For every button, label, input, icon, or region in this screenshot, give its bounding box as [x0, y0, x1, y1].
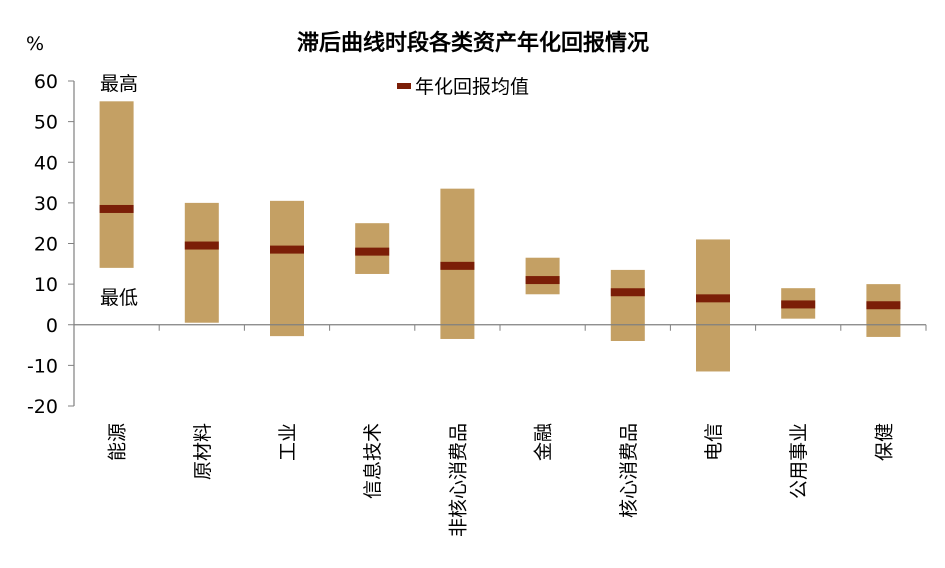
y-tick-label: 60 — [34, 71, 58, 93]
x-axis-category-labels: 能源 原材料 工业 信息技术 非核心消费品 金融 核心消费品 电信 公用事业 保健 — [107, 423, 896, 537]
range-bar-1 — [184, 202, 219, 323]
y-axis-unit-label: % — [26, 33, 44, 55]
mean-marker-0 — [99, 204, 134, 213]
chart-title: 滞后曲线时段各类资产年化回报情况 — [297, 30, 649, 56]
range-bar-7 — [696, 239, 730, 372]
range-bar-0 — [99, 101, 134, 268]
mean-markers — [99, 204, 901, 310]
y-tick-label: 20 — [34, 234, 58, 256]
x-category-label-6: 核心消费品 — [618, 423, 640, 518]
y-tick-label: -20 — [27, 396, 58, 418]
range-bars — [99, 101, 901, 372]
range-bar-9 — [866, 284, 901, 337]
y-axis-ticks: 60 50 40 30 20 10 0 -10 -20 — [27, 71, 74, 418]
y-tick-label: -10 — [27, 355, 58, 377]
x-category-label-9: 保健 — [873, 423, 895, 461]
y-tick-label: 30 — [34, 193, 58, 215]
x-category-label-5: 金融 — [533, 423, 555, 461]
mean-marker-3 — [355, 247, 390, 256]
y-tick-label: 0 — [46, 315, 58, 337]
mean-marker-8 — [781, 300, 816, 309]
x-category-label-7: 电信 — [703, 423, 725, 461]
legend: 年化回报均值 — [397, 76, 529, 98]
mean-marker-5 — [525, 276, 560, 285]
range-bar-6 — [610, 269, 645, 341]
mean-marker-6 — [610, 288, 645, 297]
y-tick-label: 50 — [34, 112, 58, 134]
x-category-label-1: 原材料 — [192, 423, 214, 480]
x-category-label-0: 能源 — [107, 423, 129, 461]
legend-swatch-mean — [397, 83, 411, 89]
x-category-label-4: 非核心消费品 — [447, 423, 469, 537]
y-tick-label: 10 — [34, 274, 58, 296]
x-category-label-2: 工业 — [277, 423, 299, 461]
annotation-high: 最高 — [100, 73, 138, 95]
x-category-label-3: 信息技术 — [362, 423, 384, 499]
range-bar-5 — [525, 257, 560, 295]
mean-marker-1 — [184, 241, 219, 250]
y-tick-label: 40 — [34, 152, 58, 174]
mean-marker-9 — [866, 301, 901, 310]
annotation-low: 最低 — [100, 287, 138, 309]
legend-label-mean: 年化回报均值 — [415, 76, 529, 98]
mean-marker-7 — [696, 294, 730, 303]
mean-marker-2 — [270, 245, 304, 254]
mean-marker-4 — [440, 261, 475, 270]
range-bar-2 — [270, 200, 304, 337]
x-category-label-8: 公用事业 — [788, 423, 810, 499]
